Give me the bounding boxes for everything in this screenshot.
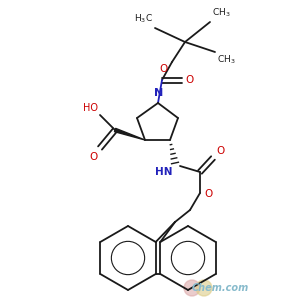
- Text: O: O: [90, 152, 98, 162]
- Text: H$_3$C: H$_3$C: [134, 13, 153, 25]
- Text: CH$_3$: CH$_3$: [212, 7, 231, 19]
- Text: CH$_3$: CH$_3$: [217, 54, 236, 67]
- Polygon shape: [114, 128, 145, 140]
- Text: O: O: [216, 146, 224, 156]
- Text: HO: HO: [83, 103, 98, 113]
- Circle shape: [196, 280, 212, 296]
- Text: O: O: [160, 64, 168, 74]
- Text: Chem.com: Chem.com: [191, 283, 249, 293]
- Text: O: O: [204, 189, 212, 199]
- Text: HN: HN: [154, 167, 172, 177]
- Text: N: N: [154, 88, 164, 98]
- Text: O: O: [185, 75, 193, 85]
- Circle shape: [184, 280, 200, 296]
